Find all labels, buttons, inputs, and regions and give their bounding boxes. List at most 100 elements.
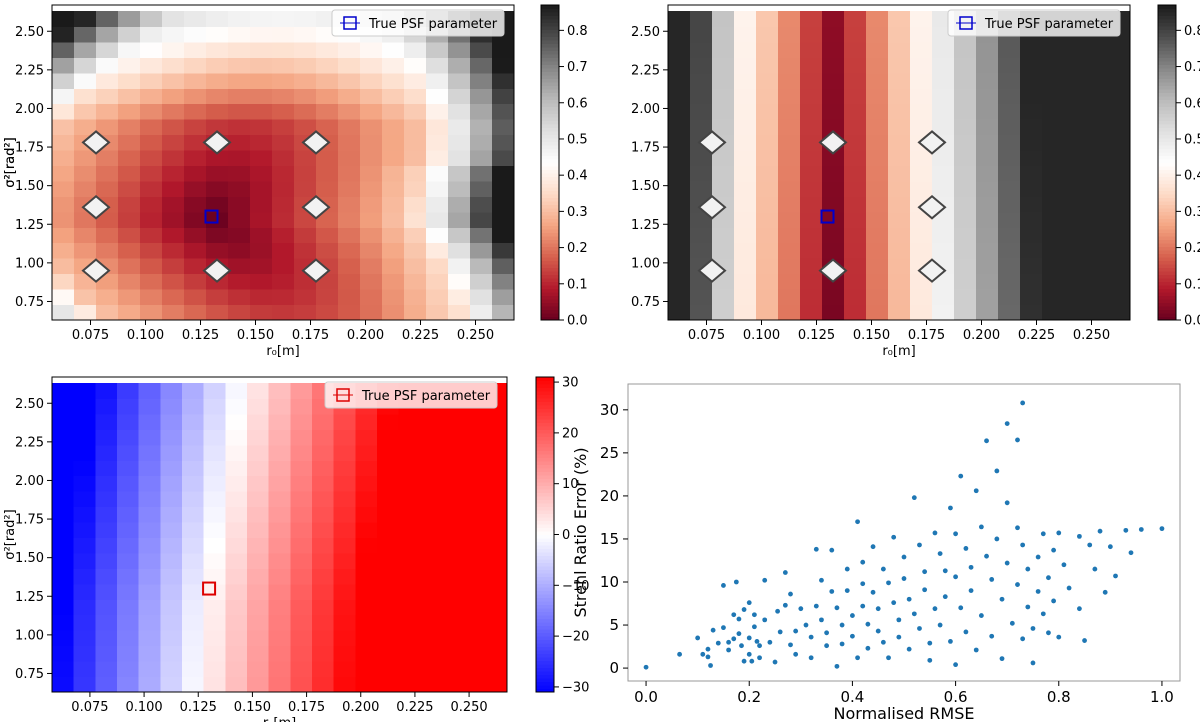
heatmap-cell (333, 676, 356, 693)
heatmap-cell (690, 119, 713, 136)
heatmap-cell (206, 165, 229, 182)
heatmap-cell (1064, 181, 1087, 197)
heatmap-cell (932, 242, 955, 259)
plot-frame (51, 376, 508, 693)
heatmap-cell (225, 522, 248, 538)
heatmap-cell (290, 599, 313, 616)
heatmap-cell (734, 57, 757, 74)
heatmap-cell (404, 165, 427, 182)
scatter-point (958, 605, 964, 611)
heatmap-cell (448, 273, 471, 290)
heatmap-cell (96, 165, 119, 182)
heatmap-cell (316, 227, 339, 244)
scatter-point (834, 663, 840, 669)
heatmap-cell (377, 553, 400, 569)
colorbar-segment (1158, 274, 1176, 279)
colorbar-segment (541, 271, 559, 276)
colorbar-segment (541, 89, 559, 94)
heatmap-cell (756, 72, 779, 89)
heatmap-cell (268, 414, 291, 430)
heatmap-cell (160, 444, 183, 461)
heatmap-cell (360, 88, 383, 105)
colorbar-segment (536, 587, 554, 592)
heatmap-cell (1108, 72, 1131, 89)
heatmap-cell (360, 242, 383, 259)
heatmap-cell (268, 383, 291, 400)
colorbar-segment (1158, 127, 1176, 132)
heatmap-cell (800, 227, 823, 244)
heatmap-cell (470, 258, 493, 275)
heatmap-cell (1108, 42, 1131, 58)
heatmap-cell (398, 583, 421, 600)
colorbar-segment (536, 478, 554, 483)
scatter-point (989, 633, 995, 639)
colorbar-segment (541, 68, 559, 73)
heatmap-cell (420, 614, 443, 631)
heatmap-cell (117, 475, 140, 492)
heatmap-cell (73, 645, 96, 662)
heatmap-cell (117, 460, 140, 477)
heatmap-cell (74, 119, 97, 136)
heatmap-cell (118, 304, 141, 321)
colorbar-segment (1158, 187, 1176, 192)
heatmap-cell (420, 645, 443, 662)
heatmap-cell (778, 227, 801, 244)
heatmap-cell (225, 568, 248, 585)
heatmap-cell (312, 568, 335, 585)
heatmap-cell (398, 553, 421, 569)
heatmap-cell (294, 150, 317, 166)
heatmap-cell (316, 304, 339, 321)
heatmap-cell (52, 614, 75, 631)
heatmap-cell (463, 645, 486, 662)
heatmap-cell (910, 304, 933, 321)
heatmap-cell (734, 88, 757, 105)
heatmap-cell (73, 676, 96, 693)
heatmap-cell (463, 661, 486, 677)
heatmap-cell (398, 568, 421, 585)
heatmap-cell (294, 181, 317, 197)
heatmap-cell (712, 26, 735, 43)
heatmap-cell (268, 553, 291, 569)
heatmap-cell (888, 134, 911, 151)
x-tick-label: 0.225 (402, 328, 439, 343)
heatmap-cell (1086, 242, 1109, 259)
heatmap-cell (442, 491, 465, 508)
x-tick-label: 0.125 (798, 328, 835, 343)
heatmap-cell (377, 599, 400, 616)
heatmap-cell (690, 11, 713, 28)
heatmap-cell (96, 72, 119, 89)
scatter-point (819, 617, 824, 623)
heatmap-cell (866, 242, 889, 259)
heatmap-cell (420, 429, 443, 446)
heatmap-cell (377, 429, 400, 446)
colorbar-segment (1158, 197, 1176, 202)
heatmap-cell (74, 150, 97, 166)
heatmap-cell (182, 676, 205, 693)
y-tick-label: 1.75 (15, 513, 44, 528)
heatmap-cell (203, 568, 226, 585)
heatmap-cell (182, 630, 205, 647)
heatmap-cell (1042, 88, 1065, 105)
heatmap-cell (160, 568, 183, 585)
heatmap-cell (976, 227, 999, 244)
y-tick-label: 0.75 (15, 667, 44, 682)
heatmap-cell (1108, 134, 1131, 151)
heatmap-cell (95, 583, 118, 600)
scatter-point (819, 577, 824, 583)
heatmap-cell (448, 211, 471, 228)
heatmap-cell (1086, 181, 1109, 197)
heatmap-cell (778, 134, 801, 151)
scatter-point (803, 622, 809, 628)
heatmap-cell (250, 150, 273, 166)
colorbar-segment (536, 443, 554, 448)
heatmap-cell (272, 134, 295, 151)
x-axis-label: r₀[m] (266, 344, 299, 359)
heatmap-cell (228, 227, 251, 244)
colorbar-tick-label: 0.8 (567, 24, 588, 39)
heatmap-cell (442, 599, 465, 616)
scatter-point (726, 647, 731, 653)
heatmap-cell (492, 57, 515, 74)
heatmap-cell (247, 645, 270, 662)
heatmap-cell (118, 196, 141, 213)
heatmap-cell (976, 289, 999, 305)
